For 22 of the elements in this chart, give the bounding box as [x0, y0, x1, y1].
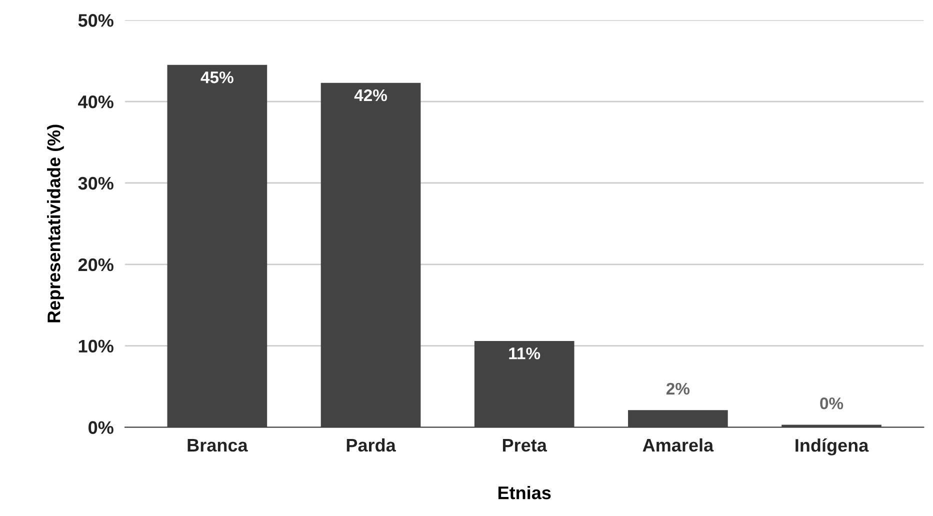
data-label: 45% [200, 71, 234, 84]
y-tick-label: 0% [88, 421, 114, 434]
y-tick-label: 30% [78, 176, 114, 190]
x-tick-label: Parda [346, 438, 396, 452]
bar [628, 410, 728, 428]
x-tick-label: Indígena [796, 438, 869, 456]
data-label: 0% [820, 397, 844, 410]
data-label: 2% [666, 382, 690, 395]
bar [167, 64, 268, 428]
y-tick-label: 40% [78, 95, 114, 108]
data-label: 42% [354, 89, 387, 102]
bar [474, 340, 574, 428]
y-tick-label: 10% [78, 340, 114, 353]
x-axis-title: Etnias [498, 486, 551, 500]
data-label: 11% [509, 348, 540, 360]
y-axis-title: Representatividade (%) [47, 124, 64, 322]
bar [320, 82, 421, 428]
x-tick-label: Preta [502, 439, 548, 452]
x-tick-label: Branca [188, 439, 248, 452]
x-tick-label: Amarela [642, 438, 714, 452]
y-tick-label: 20% [78, 258, 114, 272]
y-tick-label: 50% [78, 14, 114, 27]
